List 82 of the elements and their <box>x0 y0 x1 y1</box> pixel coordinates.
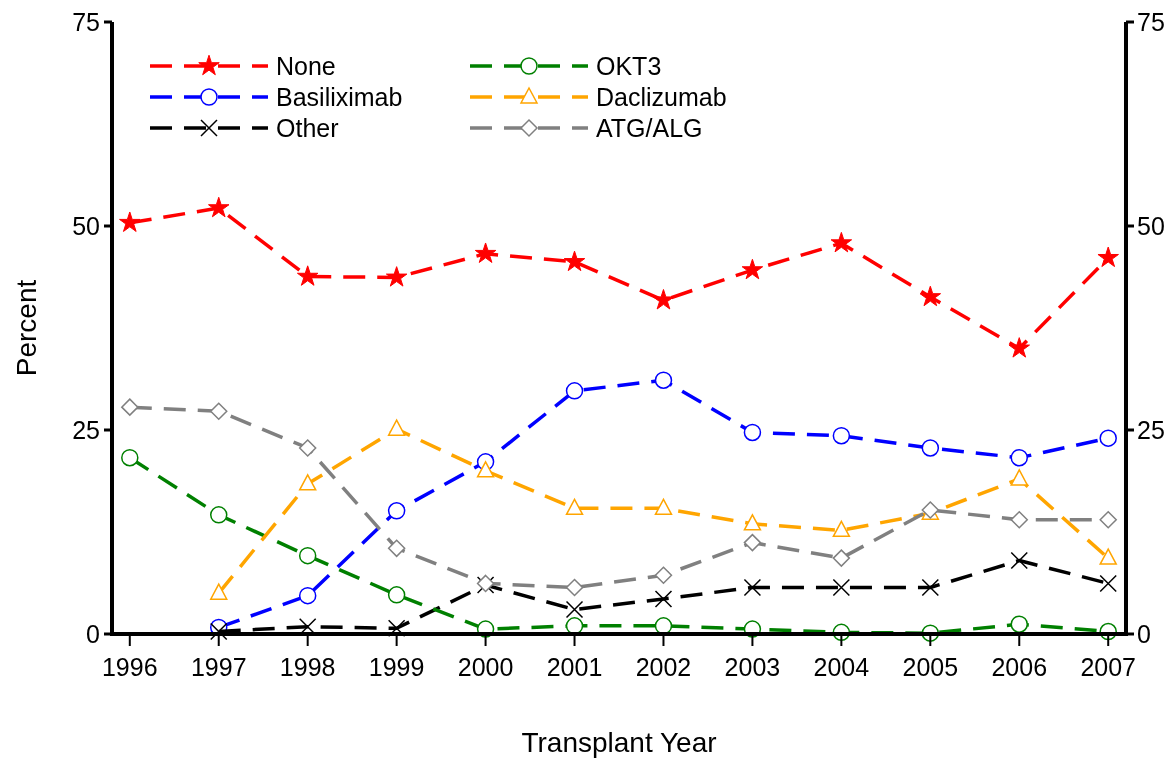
point <box>1008 337 1030 358</box>
point <box>209 622 228 641</box>
point <box>832 520 851 538</box>
point <box>209 583 228 600</box>
y-tick-label: 50 <box>72 212 100 240</box>
x-tick-label: 1999 <box>368 653 425 681</box>
x-tick-label: 2006 <box>991 653 1048 681</box>
legend-label: Other <box>276 114 339 142</box>
point <box>385 266 408 287</box>
point <box>563 250 586 272</box>
point <box>1010 469 1029 486</box>
point <box>1010 615 1029 633</box>
point <box>208 196 230 218</box>
x-tick-label: 1998 <box>279 653 336 681</box>
x-tick-label: 2002 <box>635 653 692 681</box>
y2-tick-label: 0 <box>1137 620 1151 648</box>
y-tick-label: 0 <box>86 620 100 648</box>
point <box>387 586 406 604</box>
point <box>741 258 764 280</box>
point <box>832 426 851 445</box>
point <box>921 578 940 597</box>
y2-tick-label: 50 <box>1137 212 1165 240</box>
legend-label: Daclizumab <box>596 83 727 111</box>
point <box>832 578 851 597</box>
point <box>296 265 319 286</box>
x-tick-label: 2005 <box>902 653 959 681</box>
x-tick-label: 2000 <box>457 653 514 681</box>
x-tick-label: 2001 <box>546 653 603 681</box>
point <box>565 600 584 619</box>
point <box>1010 511 1029 529</box>
point <box>654 371 673 389</box>
y2-tick-label: 75 <box>1137 8 1165 36</box>
point <box>830 231 853 253</box>
point <box>476 461 495 478</box>
point <box>565 382 584 400</box>
point <box>919 285 942 307</box>
point <box>298 439 317 457</box>
point <box>121 448 139 467</box>
point <box>1097 246 1119 268</box>
legend-label: OKT3 <box>596 52 662 80</box>
point <box>298 546 317 565</box>
x-axis-title: Transplant Year <box>521 727 717 758</box>
point <box>1010 551 1029 570</box>
point <box>654 590 673 608</box>
legend-label: Basiliximab <box>276 83 403 111</box>
point <box>298 474 317 491</box>
x-tick-label: 2004 <box>813 653 870 681</box>
legend-label: ATG/ALG <box>596 114 703 142</box>
point <box>1010 448 1029 467</box>
point <box>209 402 228 420</box>
x-tick-label: 2003 <box>724 653 781 681</box>
point <box>654 498 673 516</box>
point <box>743 423 762 442</box>
point <box>1099 511 1117 529</box>
x-tick-label: 1997 <box>190 653 247 681</box>
point <box>474 242 497 263</box>
point <box>387 539 406 558</box>
point <box>1099 548 1117 565</box>
y2-tick-label: 25 <box>1137 416 1165 444</box>
point <box>298 586 317 605</box>
x-tick-label: 2007 <box>1080 653 1137 681</box>
point <box>565 578 584 597</box>
point <box>209 506 228 524</box>
point <box>921 439 940 457</box>
point <box>832 549 851 567</box>
point <box>1099 429 1117 447</box>
point <box>743 533 762 552</box>
point <box>652 289 675 310</box>
point <box>387 502 406 520</box>
point <box>743 578 762 597</box>
point <box>565 498 584 516</box>
y-tick-label: 75 <box>72 8 100 36</box>
x-tick-label: 1996 <box>101 653 158 681</box>
point <box>387 419 406 436</box>
point <box>121 398 139 416</box>
y-tick-label: 25 <box>72 416 100 444</box>
point <box>654 566 673 584</box>
legend-label: None <box>276 52 336 80</box>
point <box>1099 574 1117 593</box>
y-axis-title: Percent <box>11 279 42 377</box>
point <box>119 211 141 232</box>
point <box>743 514 762 531</box>
